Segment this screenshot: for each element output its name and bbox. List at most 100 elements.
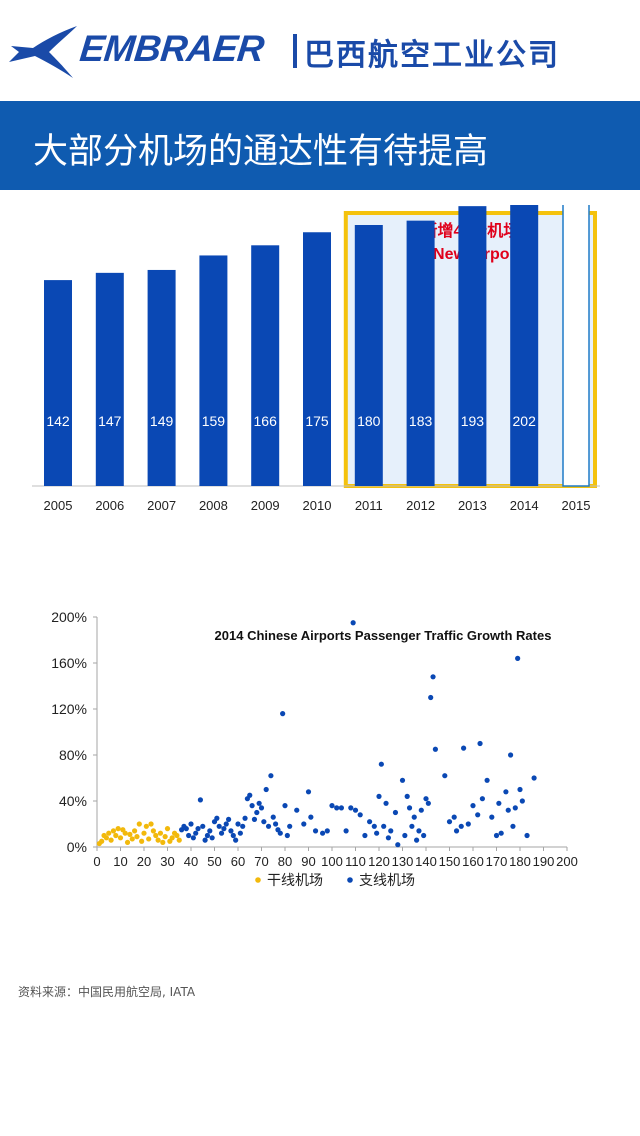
bar-category-label: 2015 — [562, 498, 591, 513]
scatter-point — [174, 832, 180, 839]
scatter-x-tick-label: 70 — [254, 854, 268, 869]
scatter-point — [442, 773, 448, 779]
scatter-point — [308, 814, 314, 820]
scatter-point — [425, 800, 431, 806]
scatter-y-tick-label: 200% — [51, 609, 87, 625]
scatter-point — [188, 821, 194, 827]
scatter-point — [277, 830, 283, 836]
scatter-x-tick-label: 50 — [207, 854, 221, 869]
scatter-point — [324, 828, 330, 834]
scatter-point — [200, 823, 206, 829]
scatter-x-tick-label: 100 — [321, 854, 343, 869]
scatter-title: 2014 Chinese Airports Passenger Traffic … — [215, 628, 552, 643]
bar-category-label: 2014 — [510, 498, 539, 513]
scatter-point — [451, 814, 457, 820]
scatter-point — [280, 711, 286, 717]
scatter-point — [515, 655, 521, 661]
scatter-point — [136, 821, 142, 827]
logo-bar: EMBRAER 巴西航空工业公司 — [0, 0, 640, 100]
legend-label: 干线机场 — [267, 872, 323, 888]
scatter-point — [254, 809, 260, 816]
scatter-point — [103, 835, 109, 841]
scatter-point — [186, 832, 192, 839]
scatter-point — [195, 826, 201, 832]
scatter-point — [406, 805, 413, 811]
scatter-point — [477, 740, 483, 747]
scatter-point — [430, 674, 436, 680]
scatter-point — [226, 816, 232, 822]
bar-category-label: 2006 — [95, 498, 124, 513]
legend-marker — [255, 877, 261, 883]
scatter-x-tick-label: 10 — [113, 854, 127, 869]
embraer-logo-icon — [9, 26, 77, 78]
bar — [354, 225, 383, 486]
scatter-point — [320, 830, 326, 836]
scatter-point — [122, 830, 128, 836]
scatter-point — [164, 826, 171, 832]
scatter-point — [508, 752, 514, 758]
scatter-point — [115, 826, 121, 832]
scatter-point — [214, 815, 220, 821]
scatter-point — [282, 803, 288, 809]
scatter-point — [258, 805, 265, 811]
bar-value-label: 166 — [254, 413, 278, 429]
bar-value-label: 180 — [357, 413, 381, 429]
scatter-x-tick-label: 120 — [368, 854, 390, 869]
scatter-point — [153, 832, 159, 839]
bar — [147, 269, 176, 486]
scatter-point — [146, 836, 152, 842]
scatter-point — [193, 830, 199, 836]
scatter-point — [432, 746, 438, 752]
scatter-point — [132, 828, 138, 834]
scatter-point — [385, 835, 391, 841]
scatter-point — [249, 803, 255, 809]
scatter-x-tick-label: 110 — [345, 854, 366, 869]
scatter-point — [348, 805, 354, 811]
scatter-x-tick-label: 200 — [556, 854, 578, 869]
scatter-point — [284, 832, 290, 839]
bar-category-label: 2013 — [458, 498, 487, 513]
scatter-y-tick-label: 0% — [67, 839, 87, 855]
bar-value-label: 142 — [46, 413, 70, 429]
scatter-point — [233, 837, 239, 843]
logo-chinese-name: 巴西航空工业公司 — [304, 38, 560, 73]
scatter-point — [150, 828, 156, 834]
bar — [44, 280, 72, 486]
scatter-point — [270, 814, 276, 820]
scatter-point — [268, 773, 274, 779]
page-title: 大部分机场的通达性有待提高 — [33, 132, 489, 172]
bar-category-label: 2012 — [406, 498, 435, 513]
scatter-point — [453, 828, 460, 834]
bar — [303, 232, 331, 486]
scatter-point — [517, 786, 523, 793]
scatter-point — [242, 815, 248, 821]
scatter-point — [139, 838, 145, 844]
scatter-point — [134, 834, 140, 840]
scatter-point — [113, 832, 119, 839]
scatter-x-tick-label: 140 — [415, 854, 437, 869]
scatter-point — [221, 826, 227, 832]
scatter-point — [110, 828, 117, 834]
bar-value-label: 193 — [461, 413, 485, 429]
bar — [458, 206, 487, 486]
scatter-point — [235, 821, 241, 827]
scatter-point — [350, 620, 356, 626]
bar — [251, 245, 280, 486]
scatter-point — [519, 798, 525, 804]
bar — [562, 205, 590, 487]
scatter-point — [117, 835, 124, 841]
scatter-point — [157, 830, 164, 836]
scatter-point — [218, 830, 225, 836]
scatter-x-tick-label: 160 — [462, 854, 484, 869]
scatter-y-tick-label: 120% — [51, 701, 87, 717]
scatter-point — [343, 828, 349, 834]
scatter-point — [416, 828, 422, 834]
scatter-point — [143, 823, 149, 829]
scatter-point — [240, 823, 246, 829]
scatter-y-tick-label: 80% — [59, 747, 87, 763]
bar — [406, 220, 435, 486]
scatter-point — [470, 803, 476, 809]
scatter-point — [399, 777, 406, 783]
scatter-point — [352, 807, 359, 813]
scatter-x-tick-label: 60 — [231, 854, 245, 869]
